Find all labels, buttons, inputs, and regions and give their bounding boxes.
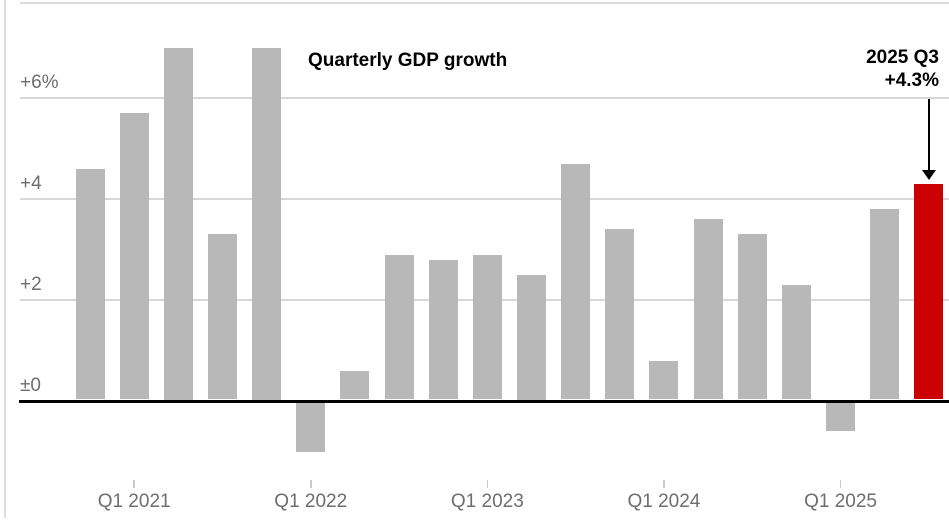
bar-q3-2024 — [737, 234, 767, 400]
y-axis-label-6: +6% — [20, 72, 59, 93]
x-tick-q1-2021 — [133, 480, 135, 488]
bar-q1-2023 — [472, 254, 502, 400]
bar-q2-2023 — [517, 274, 546, 400]
bar-q4-2021 — [252, 47, 282, 400]
x-tick-q1-2024 — [663, 480, 665, 488]
bar-q1-2025 — [826, 402, 856, 432]
y-axis-label-2: +2 — [20, 274, 42, 295]
zero-axis-line — [19, 399, 949, 403]
bar-q4-2023 — [605, 229, 635, 400]
chart-top-border — [20, 2, 949, 4]
bar-q3-2023 — [561, 163, 591, 400]
bar-q1-2021 — [119, 113, 149, 400]
x-tick-q1-2023 — [486, 480, 489, 488]
x-axis-label-q1-2021: Q1 2021 — [97, 491, 171, 512]
gridline-4 — [20, 198, 949, 200]
bar-q4-2022 — [428, 259, 458, 400]
y-axis-label-4: +4 — [20, 173, 42, 194]
bar-q4-2020 — [75, 168, 105, 400]
gridline-6 — [20, 97, 949, 99]
annotation-quarter: 2025 Q3 — [866, 47, 939, 68]
y-axis-label-0: ±0 — [20, 375, 41, 396]
bar-q1-2024 — [649, 360, 679, 400]
highlight-annotation: 2025 Q3 +4.3% — [866, 46, 939, 92]
annotation-arrow-line — [927, 99, 931, 173]
annotation-arrow-head-icon — [921, 169, 936, 180]
x-axis-label-q1-2024: Q1 2024 — [627, 491, 701, 512]
bar-q3-2021 — [207, 234, 237, 400]
x-tick-q1-2025 — [839, 480, 842, 488]
bar-q2-2022 — [340, 370, 370, 400]
bar-q2-2021 — [163, 47, 193, 400]
chart-title: Quarterly GDP growth — [308, 50, 508, 71]
bar-q1-2022 — [296, 402, 326, 452]
x-tick-q1-2022 — [310, 480, 312, 488]
annotation-value: +4.3% — [884, 70, 939, 91]
bar-q4-2024 — [781, 284, 811, 400]
x-axis-label-q1-2025: Q1 2025 — [804, 491, 877, 512]
chart-left-border — [4, 0, 6, 518]
bar-q3-2025 — [914, 183, 944, 400]
bar-q3-2022 — [384, 254, 414, 400]
x-axis-label-q1-2022: Q1 2022 — [274, 491, 348, 512]
bar-q2-2025 — [870, 209, 900, 400]
x-axis-label-q1-2023: Q1 2023 — [450, 491, 524, 512]
bar-q2-2024 — [693, 219, 723, 400]
